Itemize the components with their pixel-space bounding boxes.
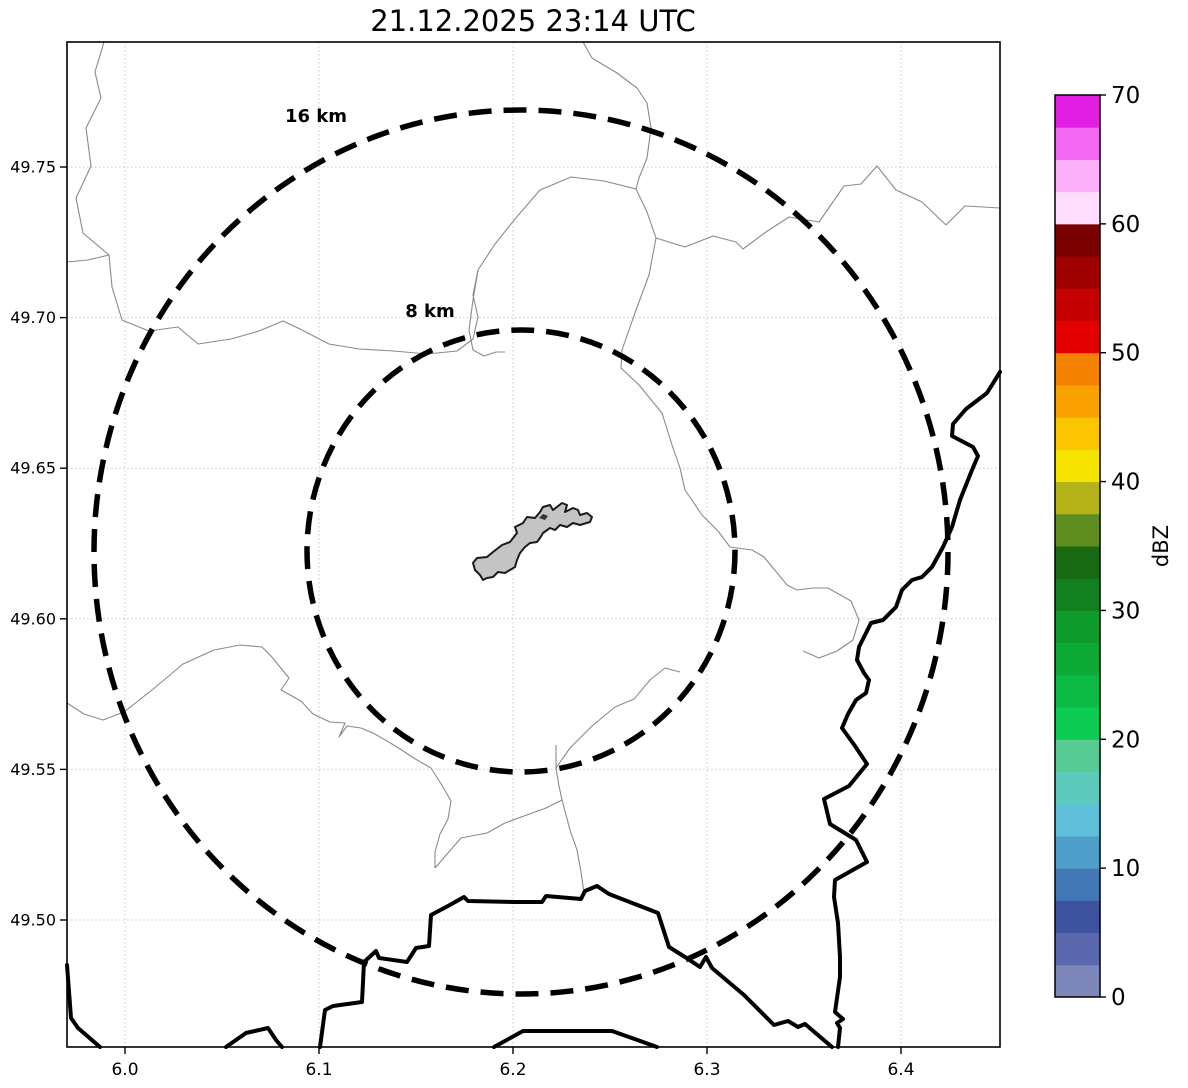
admin-border-line: [635, 165, 1001, 250]
colorbar-segment: [1055, 481, 1100, 515]
admin-border-line: [477, 176, 637, 271]
admin-border-line: [468, 269, 505, 357]
urban-area-polygon: [472, 502, 593, 581]
colorbar-segment: [1055, 191, 1100, 225]
x-tick-label: 6.0: [111, 1060, 138, 1080]
y-tick-label: 49.75: [10, 158, 56, 177]
colorbar-segment: [1055, 739, 1100, 772]
range-ring: [304, 327, 738, 775]
x-tick-label: 6.2: [499, 1060, 526, 1080]
admin-border-line: [434, 799, 563, 869]
urban-area-mark: [539, 514, 548, 520]
colorbar-segment: [1055, 513, 1100, 547]
colorbar-segment: [1055, 964, 1100, 998]
admin-border-line: [555, 745, 585, 894]
admin-border-line: [66, 644, 452, 868]
colorbar-tick-label: 10: [1111, 856, 1140, 882]
y-axis-ticks: 49.75 49.70 49.65 49.60 49.55 49.50: [10, 158, 67, 930]
colorbar-tick-label: 70: [1111, 83, 1140, 109]
admin-border-line: [75, 41, 123, 321]
admin-border-line: [66, 254, 110, 263]
colorbar-axis-label: dBZ: [1149, 525, 1173, 567]
colorbar-tick-label: 30: [1111, 598, 1140, 624]
y-tick-label: 49.70: [10, 308, 56, 327]
range-ring-label: 16 km: [285, 106, 347, 127]
admin-borders: [66, 41, 1001, 894]
colorbar-segment: [1055, 642, 1100, 676]
country-border-line: [224, 1026, 284, 1049]
colorbar-segment: [1055, 835, 1100, 869]
colorbar-tick-label: 60: [1111, 212, 1140, 238]
colorbar-segment: [1055, 127, 1100, 160]
admin-border-line: [555, 667, 681, 769]
y-tick-label: 49.65: [10, 459, 56, 478]
x-axis-ticks: 6.0 6.1 6.2 6.3 6.4: [111, 1047, 915, 1080]
colorbar-segment: [1055, 223, 1100, 257]
y-tick-label: 49.60: [10, 609, 56, 628]
colorbar-segment: [1055, 352, 1100, 386]
x-tick-label: 6.3: [693, 1060, 720, 1080]
colorbar-segment: [1055, 610, 1100, 644]
admin-border-line: [620, 237, 860, 659]
colorbar-segment: [1055, 320, 1100, 354]
range-ring: [91, 107, 951, 997]
colorbar-segment: [1055, 159, 1100, 193]
colorbar-segment: [1055, 449, 1100, 483]
urban-area: [472, 502, 593, 581]
colorbar-segment: [1055, 578, 1100, 611]
colorbar-tick-label: 40: [1111, 470, 1140, 496]
colorbar-segment: [1055, 288, 1100, 321]
colorbar-segment: [1055, 932, 1100, 966]
colorbar-segment: [1055, 868, 1100, 901]
colorbar-outline: [1054, 94, 1101, 998]
axes-frame: [66, 41, 1001, 1048]
colorbar-segment: [1055, 546, 1100, 579]
colorbar-segment: [1055, 674, 1100, 708]
country-border-line: [65, 963, 102, 1049]
country-borders: [65, 370, 1002, 1049]
x-tick-label: 6.4: [887, 1060, 914, 1080]
y-tick-label: 49.50: [10, 911, 56, 930]
range-ring-label: 8 km: [405, 301, 455, 322]
colorbar-segment: [1055, 707, 1100, 740]
country-border-line: [822, 370, 1002, 1049]
colorbar-tick-label: 0: [1111, 985, 1126, 1011]
x-tick-label: 6.1: [305, 1060, 332, 1080]
colorbar-segment: [1055, 803, 1100, 837]
range-rings: 16 km 8 km: [91, 106, 951, 997]
country-border-line: [318, 884, 834, 1049]
colorbar-segment: [1055, 384, 1100, 418]
colorbar: 0 10 20 30 40 50 60 70: [1054, 83, 1140, 1011]
colorbar-segment: [1055, 900, 1100, 934]
y-tick-label: 49.55: [10, 760, 56, 779]
colorbar-segment: [1055, 417, 1100, 450]
colorbar-tick-label: 50: [1111, 341, 1140, 367]
plot-title: 21.12.2025 23:14 UTC: [370, 4, 696, 38]
colorbar-segment: [1055, 771, 1100, 805]
country-border-line: [492, 1029, 659, 1049]
admin-border-line: [582, 41, 652, 190]
admin-border-line: [121, 269, 479, 355]
colorbar-segment: [1055, 256, 1100, 289]
colorbar-segment: [1055, 95, 1100, 128]
colorbar-tick-label: 20: [1111, 727, 1140, 753]
gridlines: [67, 42, 1000, 1047]
